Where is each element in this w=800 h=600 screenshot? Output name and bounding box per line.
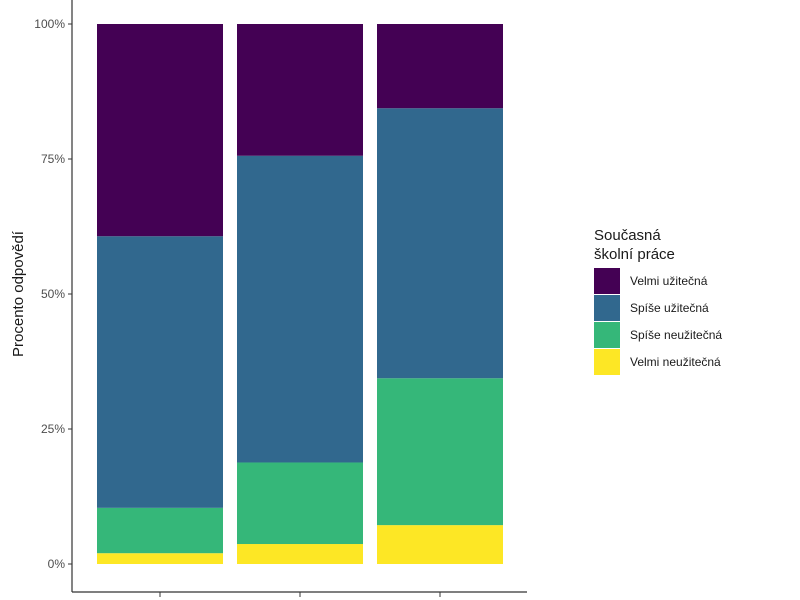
bar-segment bbox=[97, 24, 223, 237]
bar-segment bbox=[377, 24, 503, 109]
legend-label: Spíše neužitečná bbox=[630, 328, 722, 342]
x-axis bbox=[72, 591, 527, 597]
y-axis: 0% 25% 50% 75% 100% bbox=[34, 0, 73, 592]
bar-segment bbox=[377, 525, 503, 564]
legend-title-line-2: školní práce bbox=[594, 246, 675, 263]
bar-segment bbox=[97, 507, 223, 554]
y-tick-label: 100% bbox=[34, 17, 65, 31]
bar-segment bbox=[97, 553, 223, 564]
legend-key bbox=[594, 295, 620, 321]
legend-key bbox=[594, 268, 620, 294]
bar-segment bbox=[377, 108, 503, 379]
y-axis-title: Procento odpovědí bbox=[10, 230, 27, 357]
legend-label: Velmi užitečná bbox=[630, 274, 708, 288]
bar-segment bbox=[377, 378, 503, 526]
bar-segment bbox=[97, 236, 223, 508]
legend-label: Spíše užitečná bbox=[630, 301, 709, 315]
bar-segment bbox=[237, 155, 363, 463]
legend-key bbox=[594, 349, 620, 375]
legend: Současná školní práce Velmi užitečná Spíš… bbox=[594, 227, 722, 375]
y-tick-label: 25% bbox=[41, 422, 65, 436]
bars-layer bbox=[97, 24, 503, 564]
legend-label: Velmi neužitečná bbox=[630, 355, 721, 369]
y-tick-label: 75% bbox=[41, 152, 65, 166]
bar-segment bbox=[237, 24, 363, 156]
bar-segment bbox=[237, 462, 363, 545]
y-tick-label: 0% bbox=[48, 557, 66, 571]
y-tick-label: 50% bbox=[41, 287, 65, 301]
bar-segment bbox=[237, 544, 363, 564]
legend-key bbox=[594, 322, 620, 348]
legend-title-line-1: Současná bbox=[594, 227, 661, 244]
